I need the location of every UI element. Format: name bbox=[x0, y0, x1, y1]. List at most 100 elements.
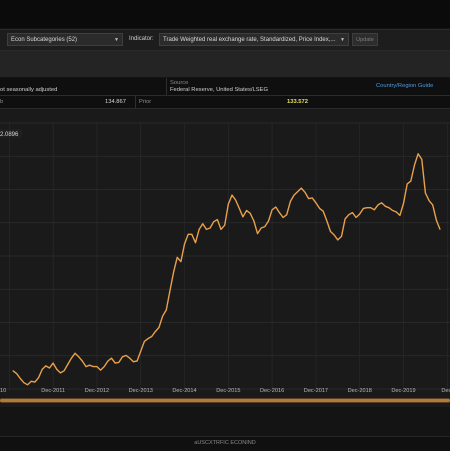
data-point bbox=[19, 378, 21, 379]
data-point bbox=[366, 207, 368, 209]
data-point bbox=[275, 206, 277, 208]
data-point bbox=[162, 315, 164, 317]
data-point bbox=[424, 192, 426, 194]
data-point bbox=[330, 231, 332, 232]
series-line bbox=[12, 153, 441, 386]
data-point bbox=[297, 191, 299, 193]
data-point bbox=[381, 202, 383, 204]
cursor-value-label: 2.0896 bbox=[0, 132, 19, 138]
data-point bbox=[308, 198, 310, 200]
data-point bbox=[52, 362, 54, 364]
data-point bbox=[107, 360, 109, 362]
data-point bbox=[355, 217, 357, 218]
meta-divider bbox=[166, 78, 167, 95]
indicator-select-value: Trade Weighted real exchange rate, Stand… bbox=[163, 37, 336, 43]
data-point bbox=[27, 384, 29, 386]
x-tick-label: Dec-2014 bbox=[172, 388, 196, 394]
x-tick-label: Dec-2013 bbox=[129, 388, 153, 394]
prior-value: 133.572 bbox=[287, 99, 308, 105]
data-point bbox=[264, 226, 266, 228]
category-select[interactable]: Econ Subcategories (52) ▼ bbox=[7, 33, 123, 46]
data-point bbox=[326, 220, 328, 222]
data-point bbox=[435, 219, 437, 221]
chart-area[interactable] bbox=[0, 109, 450, 407]
data-point bbox=[92, 366, 94, 368]
indicator-select[interactable]: Trade Weighted real exchange rate, Stand… bbox=[159, 33, 349, 46]
chevron-down-icon: ▼ bbox=[340, 37, 345, 43]
data-point bbox=[337, 239, 339, 241]
data-point bbox=[293, 194, 295, 196]
data-point bbox=[184, 243, 186, 245]
data-point bbox=[187, 233, 189, 235]
data-point bbox=[235, 199, 237, 201]
x-tick-label: Dec-2012 bbox=[85, 388, 109, 394]
data-point bbox=[421, 158, 423, 160]
data-point bbox=[16, 373, 18, 375]
data-point bbox=[158, 326, 160, 328]
data-point bbox=[173, 271, 175, 273]
data-point bbox=[154, 331, 156, 333]
data-point bbox=[333, 234, 335, 236]
data-point bbox=[238, 207, 240, 209]
data-point bbox=[129, 357, 131, 359]
data-point bbox=[395, 211, 397, 213]
data-point bbox=[289, 200, 291, 202]
data-point bbox=[205, 228, 207, 230]
data-point bbox=[428, 200, 430, 202]
data-point bbox=[282, 217, 284, 218]
data-point bbox=[81, 360, 83, 362]
data-point bbox=[319, 207, 321, 209]
data-point bbox=[180, 261, 182, 263]
meta-divider bbox=[135, 96, 136, 108]
prior-label: Prior bbox=[139, 99, 152, 105]
data-point bbox=[413, 164, 415, 166]
data-point bbox=[202, 223, 204, 225]
data-point bbox=[242, 216, 244, 218]
x-tick-label: Dec-2016 bbox=[260, 388, 284, 394]
x-tick-label: Dec-2011 bbox=[41, 388, 65, 394]
data-point bbox=[392, 210, 394, 211]
data-point bbox=[147, 338, 149, 340]
data-point bbox=[78, 356, 80, 358]
data-point bbox=[348, 214, 350, 216]
data-point bbox=[140, 350, 142, 352]
data-point bbox=[417, 153, 419, 155]
data-point bbox=[165, 309, 167, 311]
series-group bbox=[12, 153, 441, 386]
x-tick-label: 10 bbox=[0, 388, 6, 394]
data-point bbox=[403, 203, 405, 204]
chevron-down-icon: ▼ bbox=[114, 37, 119, 43]
timeline-scrollbar-thumb[interactable] bbox=[0, 399, 450, 402]
data-point bbox=[253, 220, 255, 222]
line-chart[interactable]: 10 Dec-2011 Dec-2012 Dec-2013 Dec-2014 Dec-20… bbox=[0, 109, 450, 407]
x-tick-label: Dec-2019 bbox=[391, 388, 415, 394]
x-tick-label: Dec- bbox=[441, 388, 450, 394]
data-point bbox=[89, 364, 91, 366]
data-point bbox=[132, 361, 134, 363]
x-tick-label: Dec-2017 bbox=[304, 388, 328, 394]
data-point bbox=[216, 219, 218, 221]
grid-lines bbox=[0, 122, 450, 390]
data-point bbox=[194, 242, 196, 244]
country-region-guide-link[interactable]: Country/Region Guide bbox=[376, 83, 434, 89]
previous-value: 134.867 bbox=[105, 99, 126, 105]
data-point bbox=[103, 366, 105, 368]
status-bar: aUSCXTRFIC ECONIND bbox=[0, 436, 450, 451]
data-point bbox=[198, 228, 200, 230]
data-point bbox=[67, 364, 69, 365]
data-point bbox=[340, 235, 342, 237]
data-point bbox=[271, 209, 273, 211]
x-tick-label: Dec-2015 bbox=[216, 388, 240, 394]
data-point bbox=[74, 352, 76, 354]
data-point bbox=[176, 256, 178, 258]
data-point bbox=[231, 194, 233, 196]
data-point bbox=[213, 221, 215, 223]
data-point bbox=[260, 227, 262, 229]
data-point bbox=[85, 366, 87, 368]
update-button[interactable]: Update bbox=[352, 33, 378, 46]
series-code-label: aUSCXTRFIC ECONIND bbox=[194, 440, 256, 446]
category-select-value: Econ Subcategories (52) bbox=[11, 37, 78, 43]
data-point bbox=[377, 204, 379, 206]
data-point bbox=[322, 210, 324, 212]
indicator-label: Indicator: bbox=[129, 36, 154, 42]
